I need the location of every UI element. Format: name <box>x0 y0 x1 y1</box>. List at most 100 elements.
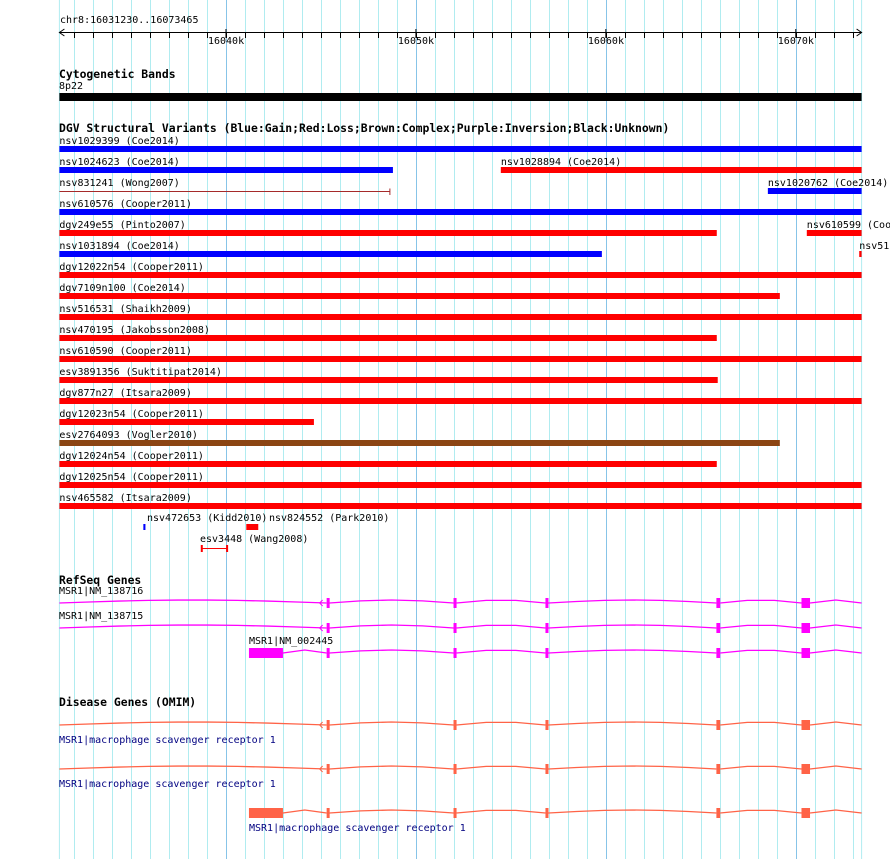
variant-label[interactable]: nsv610599 (Cooper2011) <box>806 220 890 231</box>
intron-line <box>809 765 862 770</box>
ruler-tick-label[interactable]: 16050k <box>397 36 435 47</box>
variant-label[interactable]: nsv1028894 (Coe2014) <box>500 157 622 168</box>
intron-line <box>548 599 717 604</box>
variant-bar <box>59 167 393 173</box>
variant-label[interactable]: nsv824552 (Park2010) <box>269 513 390 524</box>
exon-block <box>453 720 457 730</box>
variant-label[interactable]: nsv465582 (Itsara2009) <box>59 493 192 504</box>
exon-block <box>545 808 549 818</box>
intron-line <box>456 809 546 814</box>
gene-label[interactable]: MSR1|macrophage scavenger receptor 1 <box>59 735 276 746</box>
variant-bar <box>59 335 717 341</box>
exon-block <box>801 623 811 633</box>
gene-label[interactable]: MSR1|NM_002445 <box>249 636 334 647</box>
variant-bar <box>59 209 862 215</box>
intron-line <box>59 721 327 726</box>
intron-line <box>720 649 802 654</box>
variant-label[interactable]: dgv877n27 (Itsara2009) <box>59 388 192 399</box>
variant-label[interactable]: nsv1029399 (Coe2014) <box>59 136 180 147</box>
exon-block <box>801 598 811 608</box>
variant-label[interactable]: nsv472653 (Kidd2010) <box>147 513 268 524</box>
intron-line <box>809 624 862 629</box>
intron-line <box>548 809 717 814</box>
variant-label[interactable]: nsv1024623 (Coe2014) <box>59 157 180 168</box>
exon-block <box>326 808 330 818</box>
intron-line <box>329 599 454 604</box>
variant-label[interactable]: dgv12024n54 (Cooper2011) <box>59 451 204 462</box>
variant-bar <box>59 503 862 509</box>
variant-bar <box>246 524 259 530</box>
variant-label[interactable]: dgv12023n54 (Cooper2011) <box>59 409 204 420</box>
exon-block <box>453 808 457 818</box>
variant-label[interactable]: nsv516531 <box>859 241 890 252</box>
exon-block <box>453 623 457 633</box>
intron-line <box>59 624 327 629</box>
intron-line <box>282 809 327 814</box>
ruler-tick-label[interactable]: 16060k <box>587 36 624 47</box>
variant-bar <box>59 377 718 383</box>
intron-line <box>809 649 862 654</box>
variant-bar <box>859 251 862 257</box>
ruler-tick-label[interactable]: 16040k <box>207 36 245 47</box>
exon-block <box>453 598 457 608</box>
variant-bar <box>143 524 146 530</box>
gene-label[interactable]: MSR1|NM_138715 <box>59 611 144 622</box>
intron-line <box>329 649 454 654</box>
intron-line <box>282 649 327 654</box>
intron-line <box>456 599 546 604</box>
exon-block <box>326 598 330 608</box>
cytoband-track-title: Cytogenetic Bands <box>59 67 176 81</box>
intron-line <box>809 599 862 604</box>
intron-line <box>720 721 802 726</box>
intron-line <box>548 624 717 629</box>
variant-label[interactable]: dgv12022n54 (Cooper2011) <box>59 262 204 273</box>
strand-arrow-icon <box>318 721 323 729</box>
variant-label[interactable]: dgv249e55 (Pinto2007) <box>59 220 186 231</box>
variant-label[interactable]: dgv12025n54 (Cooper2011) <box>59 472 204 483</box>
intron-line <box>548 649 717 654</box>
variant-bar <box>59 314 862 320</box>
intron-line <box>809 809 862 814</box>
exon-block <box>716 648 721 658</box>
exon-block <box>326 648 330 658</box>
variant-bar <box>500 167 862 173</box>
intron-line <box>456 649 546 654</box>
variant-label[interactable]: esv3891356 (Suktitipat2014) <box>59 367 222 378</box>
intron-line <box>456 624 546 629</box>
variant-label[interactable]: nsv610576 (Cooper2011) <box>59 199 192 210</box>
gene-label[interactable]: MSR1|macrophage scavenger receptor 1 <box>59 779 276 790</box>
variant-bar <box>59 461 717 467</box>
variant-label[interactable]: dgv7109n100 (Coe2014) <box>59 283 186 294</box>
ruler-arrows <box>58 28 863 37</box>
exon-block <box>326 623 330 633</box>
variant-label[interactable]: nsv1020762 (Coe2014) <box>767 178 889 189</box>
gene-label[interactable]: MSR1|NM_138716 <box>59 586 144 597</box>
exon-block <box>453 764 457 774</box>
exon-block <box>545 598 549 608</box>
variant-bar <box>59 293 780 299</box>
variant-label[interactable]: nsv831241 (Wong2007) <box>59 178 180 189</box>
variant-label[interactable]: nsv516531 (Shaikh2009) <box>59 304 192 315</box>
intron-line <box>329 624 454 629</box>
variant-bar <box>59 146 862 152</box>
intron-line <box>456 721 546 726</box>
intron-line <box>548 721 717 726</box>
intron-line <box>720 624 802 629</box>
ruler-tick-label[interactable]: 16070k <box>777 36 814 47</box>
variant-label[interactable]: nsv470195 (Jakobsson2008) <box>59 325 210 336</box>
intron-line <box>720 765 802 770</box>
variant-bar <box>59 230 717 236</box>
intron-line <box>329 721 454 726</box>
gene-label[interactable]: MSR1|macrophage scavenger receptor 1 <box>249 823 466 834</box>
exon-block <box>716 720 721 730</box>
exon-block <box>545 623 549 633</box>
variant-label[interactable]: esv2764093 (Vogler2010) <box>59 430 198 441</box>
variant-label[interactable]: nsv1031894 (Coe2014) <box>59 241 180 252</box>
exon-block <box>326 764 330 774</box>
variant-label[interactable]: nsv610590 (Cooper2011) <box>59 346 192 357</box>
variant-label[interactable]: esv3448 (Wang2008) <box>200 534 309 545</box>
exon-block <box>801 720 811 730</box>
variant-bar <box>59 419 314 425</box>
